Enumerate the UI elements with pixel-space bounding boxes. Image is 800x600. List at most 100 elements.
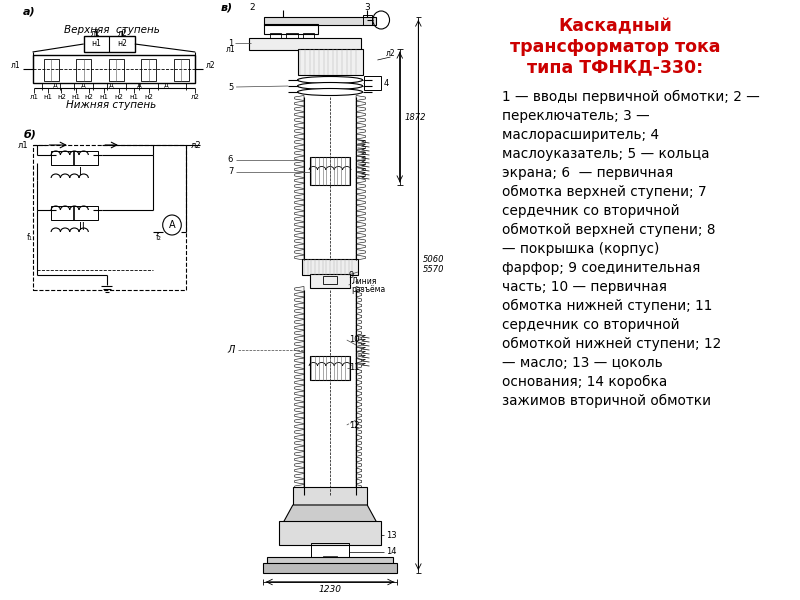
- Polygon shape: [356, 292, 362, 297]
- Polygon shape: [356, 255, 366, 260]
- Bar: [310, 274, 350, 288]
- Text: д: д: [53, 81, 58, 87]
- Text: 9: 9: [349, 271, 354, 280]
- Polygon shape: [294, 397, 304, 401]
- Polygon shape: [294, 463, 304, 467]
- Polygon shape: [356, 391, 362, 396]
- Polygon shape: [294, 430, 304, 434]
- Polygon shape: [294, 419, 304, 424]
- Bar: [51, 151, 98, 165]
- Polygon shape: [294, 167, 304, 172]
- Polygon shape: [356, 134, 366, 139]
- Text: л2: л2: [118, 29, 127, 38]
- Polygon shape: [356, 413, 362, 418]
- Bar: [33, 55, 195, 83]
- Polygon shape: [294, 374, 304, 379]
- Polygon shape: [294, 446, 304, 451]
- Polygon shape: [294, 112, 304, 117]
- Polygon shape: [294, 189, 304, 194]
- Polygon shape: [356, 107, 366, 112]
- Text: л1: л1: [18, 140, 28, 149]
- Bar: [311, 543, 349, 557]
- Text: 4: 4: [384, 79, 390, 88]
- Text: н2: н2: [117, 40, 126, 49]
- Text: н2: н2: [144, 94, 153, 100]
- Polygon shape: [356, 314, 362, 319]
- Polygon shape: [356, 238, 366, 244]
- Bar: [174, 59, 189, 81]
- Polygon shape: [294, 352, 304, 358]
- Polygon shape: [356, 95, 366, 100]
- Ellipse shape: [298, 88, 362, 95]
- Text: 7: 7: [228, 167, 234, 176]
- Polygon shape: [356, 463, 362, 467]
- Text: д: д: [108, 81, 113, 87]
- Bar: [322, 556, 338, 560]
- Polygon shape: [294, 292, 304, 297]
- Text: в): в): [220, 2, 233, 12]
- Text: л2: л2: [386, 49, 395, 58]
- Polygon shape: [294, 211, 304, 216]
- Text: л1: л1: [226, 44, 235, 53]
- Polygon shape: [356, 151, 366, 155]
- Polygon shape: [356, 303, 362, 308]
- Polygon shape: [294, 314, 304, 319]
- Text: н1: н1: [72, 94, 81, 100]
- Polygon shape: [283, 505, 377, 522]
- Polygon shape: [294, 485, 304, 490]
- Text: I: I: [79, 167, 82, 177]
- Polygon shape: [294, 95, 304, 100]
- Polygon shape: [294, 391, 304, 396]
- Text: н2: н2: [114, 94, 123, 100]
- Text: н1: н1: [91, 40, 101, 49]
- Polygon shape: [356, 473, 362, 479]
- Bar: [33, 145, 186, 290]
- Polygon shape: [356, 173, 366, 178]
- Polygon shape: [356, 435, 362, 440]
- Text: л1: л1: [91, 29, 101, 38]
- Bar: [310, 356, 350, 380]
- Polygon shape: [356, 331, 362, 335]
- Polygon shape: [294, 244, 304, 249]
- Polygon shape: [356, 161, 366, 166]
- Text: л2: л2: [206, 61, 215, 70]
- Text: 5: 5: [228, 82, 233, 91]
- Polygon shape: [356, 308, 362, 313]
- Bar: [298, 49, 362, 75]
- Polygon shape: [294, 200, 304, 205]
- Polygon shape: [294, 156, 304, 161]
- Polygon shape: [294, 490, 304, 495]
- Polygon shape: [356, 369, 362, 374]
- Text: н1: н1: [44, 94, 53, 100]
- Polygon shape: [356, 112, 366, 117]
- Polygon shape: [294, 194, 304, 199]
- Polygon shape: [356, 457, 362, 462]
- Polygon shape: [356, 217, 366, 221]
- Bar: [264, 24, 318, 34]
- Polygon shape: [294, 435, 304, 440]
- Polygon shape: [294, 134, 304, 139]
- Polygon shape: [356, 336, 362, 341]
- Bar: [322, 276, 338, 284]
- Polygon shape: [294, 385, 304, 391]
- Polygon shape: [356, 227, 366, 232]
- Polygon shape: [356, 446, 362, 451]
- Text: д: д: [136, 81, 141, 87]
- Polygon shape: [294, 205, 304, 211]
- Polygon shape: [356, 118, 366, 122]
- Polygon shape: [294, 303, 304, 308]
- Polygon shape: [356, 440, 362, 445]
- Polygon shape: [356, 222, 366, 227]
- Polygon shape: [294, 128, 304, 133]
- Polygon shape: [356, 244, 366, 249]
- Polygon shape: [356, 156, 366, 161]
- Polygon shape: [356, 325, 362, 330]
- Text: 12: 12: [349, 421, 359, 430]
- Polygon shape: [294, 107, 304, 112]
- Polygon shape: [294, 101, 304, 106]
- Text: н2: н2: [57, 94, 66, 100]
- Bar: [365, 76, 381, 90]
- Polygon shape: [294, 184, 304, 188]
- Polygon shape: [356, 402, 362, 407]
- Bar: [142, 59, 156, 81]
